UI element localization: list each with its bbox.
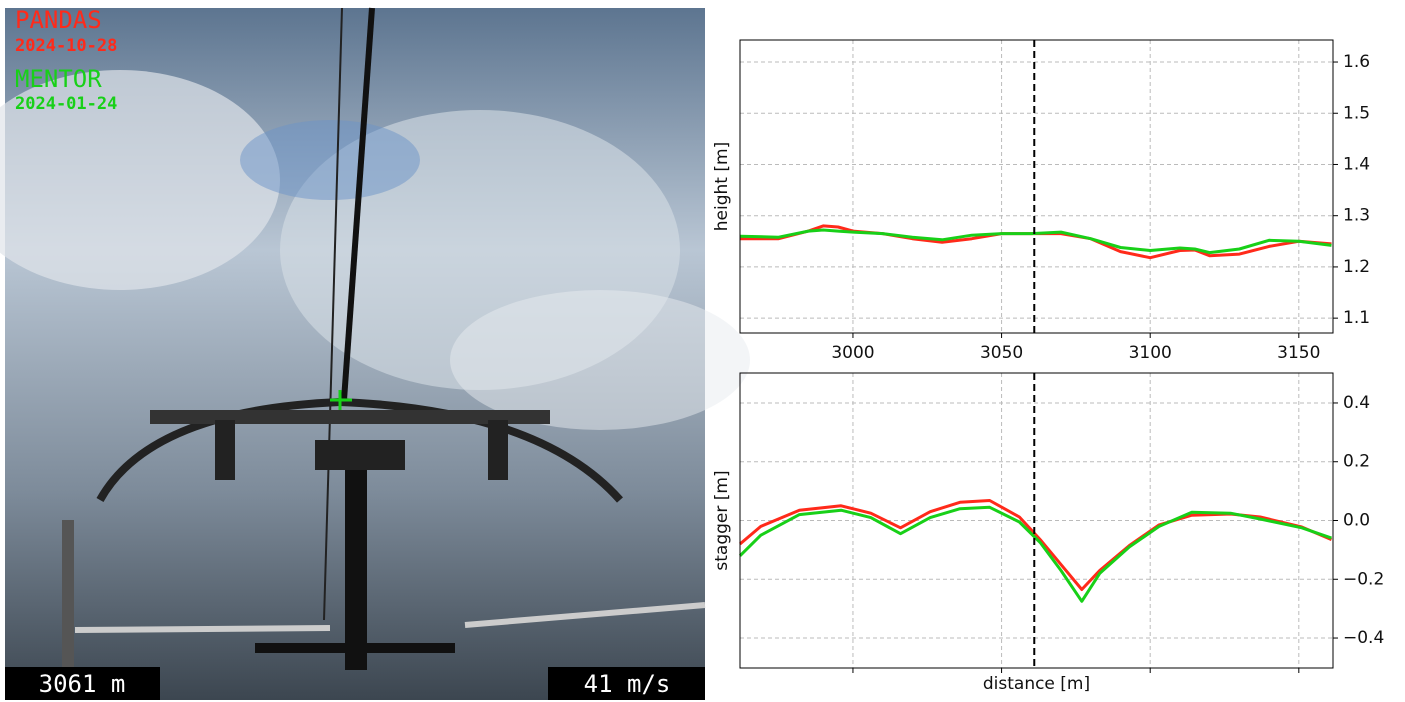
y-tick-label: −0.2 xyxy=(1343,569,1384,589)
data-line xyxy=(739,499,1333,591)
speed-box xyxy=(548,667,705,700)
legend-name: MENTOR xyxy=(15,65,102,93)
x-axis-label: distance [m] xyxy=(983,674,1090,694)
y-tick-label: −0.4 xyxy=(1343,628,1384,648)
camera-frame xyxy=(0,7,750,700)
plot-frame xyxy=(739,372,1334,669)
y-tick-label: 1.6 xyxy=(1343,52,1370,72)
y-tick-label: 1.1 xyxy=(1343,308,1370,328)
x-tick-label: 3000 xyxy=(831,343,874,363)
y-tick-label: 0.0 xyxy=(1343,511,1370,531)
y-tick-label: 1.4 xyxy=(1343,154,1370,174)
y-tick-label: 0.2 xyxy=(1343,452,1370,472)
plot-frame xyxy=(739,39,1334,334)
data-line xyxy=(738,505,1332,603)
y-axis-label: stagger [m] xyxy=(712,470,732,570)
y-tick-label: 1.5 xyxy=(1343,103,1370,123)
legend-date: 2024-10-28 xyxy=(15,36,117,56)
y-axis-label: height [m] xyxy=(712,142,732,231)
y-tick-label: 1.2 xyxy=(1343,257,1370,277)
speed-readout: 41 m/s xyxy=(584,670,671,698)
legend-name: PANDAS xyxy=(15,6,102,34)
x-tick-label: 3100 xyxy=(1129,343,1172,363)
y-tick-label: 1.3 xyxy=(1343,206,1370,226)
legend-date: 2024-01-24 xyxy=(15,94,117,114)
x-tick-label: 3150 xyxy=(1277,343,1320,363)
x-tick-label: 3050 xyxy=(980,343,1023,363)
distance-readout: 3061 m xyxy=(39,670,126,698)
y-tick-label: 0.4 xyxy=(1343,393,1370,413)
data-line xyxy=(739,228,1332,255)
distance-box xyxy=(5,667,160,700)
